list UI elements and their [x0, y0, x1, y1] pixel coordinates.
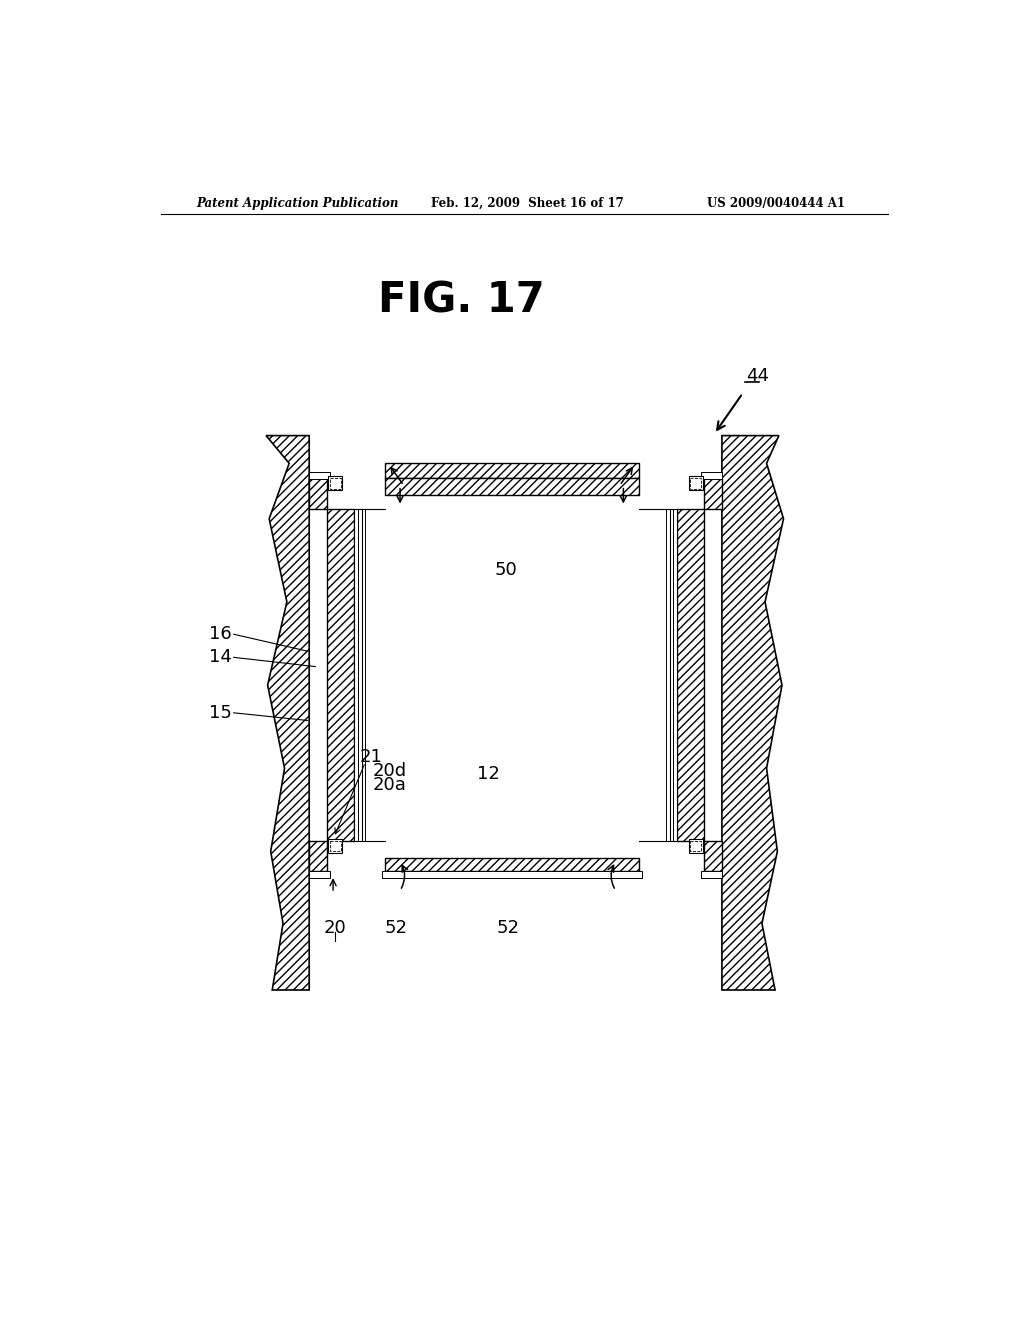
Bar — [689, 840, 702, 853]
Text: 52: 52 — [385, 920, 408, 937]
Bar — [329, 840, 342, 853]
Bar — [677, 508, 705, 841]
Text: 52: 52 — [497, 920, 519, 937]
Bar — [309, 478, 327, 508]
Bar — [385, 462, 639, 478]
Bar — [330, 841, 341, 851]
Bar — [330, 478, 341, 488]
Text: US 2009/0040444 A1: US 2009/0040444 A1 — [707, 197, 845, 210]
Text: 20d: 20d — [373, 763, 408, 780]
Text: 20a: 20a — [373, 776, 407, 795]
Bar — [705, 478, 722, 508]
Text: 16: 16 — [210, 626, 232, 643]
Bar — [705, 841, 722, 871]
Polygon shape — [266, 436, 309, 990]
Bar — [385, 858, 639, 871]
Bar — [701, 471, 722, 479]
Text: Feb. 12, 2009  Sheet 16 of 17: Feb. 12, 2009 Sheet 16 of 17 — [431, 197, 624, 210]
Text: Patent Application Publication: Patent Application Publication — [196, 197, 398, 210]
Text: 44: 44 — [746, 367, 770, 384]
Bar — [666, 508, 670, 841]
Polygon shape — [722, 436, 783, 990]
Bar — [309, 471, 330, 479]
Text: 15: 15 — [209, 704, 232, 722]
Bar — [382, 871, 642, 878]
Bar — [361, 508, 366, 841]
Bar — [309, 841, 327, 871]
Bar — [329, 477, 342, 490]
Bar — [385, 478, 639, 495]
Text: 21: 21 — [360, 748, 383, 767]
Text: 20: 20 — [324, 920, 346, 937]
Bar — [309, 871, 330, 878]
Bar — [674, 508, 677, 841]
Bar — [690, 841, 701, 851]
Bar — [690, 478, 701, 488]
Bar — [354, 508, 357, 841]
Bar — [701, 871, 722, 878]
Text: 12: 12 — [477, 766, 500, 783]
Bar — [327, 508, 354, 841]
Text: 50: 50 — [495, 561, 518, 579]
Text: FIG. 17: FIG. 17 — [378, 280, 545, 322]
Text: 14: 14 — [209, 648, 232, 667]
Bar — [689, 477, 702, 490]
